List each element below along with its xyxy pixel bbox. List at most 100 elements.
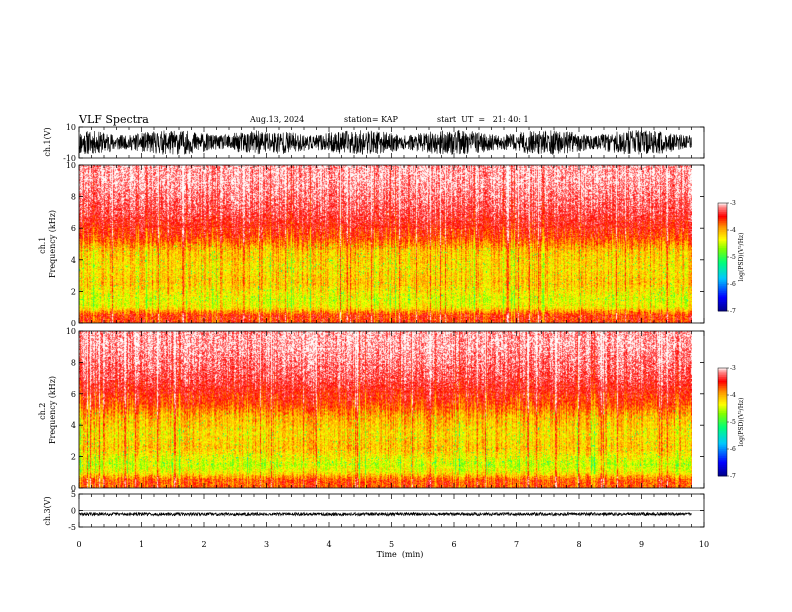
ch1-spectrogram-ytick-label: 10 [66, 161, 76, 170]
x-tick-label: 5 [389, 540, 394, 549]
ch1-colorbar-cell [718, 258, 727, 261]
ch1-spectrogram-ylabel-line1: ch.1 [38, 237, 47, 254]
ch2-colorbar-cell [718, 465, 727, 468]
ch1-colorbar-cell [718, 246, 727, 249]
ch1-colorbar-cell [718, 206, 727, 209]
ch2-colorbar-cell [718, 474, 727, 477]
ch2-colorbar-tick-label: -5 [730, 419, 736, 426]
ch2-colorbar-cell [718, 452, 727, 455]
date-label: Aug.13, 2024 [249, 115, 304, 124]
ch1-colorbar-tick-label: -6 [730, 281, 736, 288]
x-tick-label: 7 [514, 540, 519, 549]
ch1-colorbar-cell [718, 253, 727, 256]
ch1-colorbar-cell [718, 284, 727, 287]
ch2-colorbar-cell [718, 386, 727, 389]
ch1-colorbar-cell [718, 294, 727, 297]
ch2-colorbar-cell [718, 395, 727, 398]
x-tick-label: 4 [326, 540, 331, 549]
x-tick-label: 10 [699, 540, 709, 549]
ch2-colorbar-cell [718, 413, 727, 416]
ch2-spectrogram-ylabel: ch.2 Frequency (kHz) [38, 376, 57, 444]
ch2-colorbar: -3 -4 -5 -6 -7 log(PSD)(V²/Hz) [717, 365, 745, 480]
ch2-colorbar-cell [718, 368, 727, 371]
ch3-waveform-ytick-label: 5 [71, 490, 76, 499]
ch1-colorbar-cell [718, 260, 727, 263]
ch2-colorbar-tick-label: -6 [730, 446, 736, 453]
figure-title: VLF Spectra [78, 113, 149, 126]
ch3-waveform-ylabel: ch.3(V) [43, 496, 52, 525]
start-time-label: start UT = 21: 40: 1 [437, 115, 529, 124]
ch2-colorbar-cell [718, 427, 727, 430]
ch1-spectrogram-ytick-label: 0 [71, 319, 76, 328]
ch2-spectrogram-ytick-label: 0 [71, 484, 76, 493]
ch1-colorbar-cell [718, 224, 727, 227]
ch1-colorbar-cell [718, 242, 727, 245]
ch3-waveform-ytick-label: 0 [71, 507, 76, 516]
ch3-waveform-trace [78, 510, 704, 517]
ch1-colorbar-cell [718, 235, 727, 238]
ch2-colorbar-cell [718, 411, 727, 414]
ch2-colorbar-cell [718, 450, 727, 453]
ch1-spectrogram-panel: 0 2 4 6 8 10 ch.1 Frequency (kHz) -3 -4 -5 -6 -7 l… [38, 161, 745, 328]
ch1-colorbar-cell [718, 204, 727, 207]
ch2-colorbar-cell [718, 405, 727, 408]
ch2-colorbar-cell [718, 387, 727, 390]
ch2-colorbar-cell [718, 454, 727, 457]
ch1-waveform-line [78, 129, 692, 156]
ch2-colorbar-cell [718, 420, 727, 423]
ch2-colorbar-cell [718, 371, 727, 374]
station-label: station= KAP [344, 115, 399, 124]
ch2-colorbar-label: log(PSD)(V²/Hz) [738, 398, 745, 447]
ch2-colorbar-cell [718, 432, 727, 435]
ch1-colorbar-cell [718, 228, 727, 231]
ch1-colorbar-cell [718, 230, 727, 233]
ch1-colorbar-cell [718, 267, 727, 270]
ch1-waveform-trace [78, 129, 692, 156]
ch1-colorbar-label: log(PSD)(V²/Hz) [738, 233, 745, 282]
ch2-colorbar-cell [718, 467, 727, 470]
ch2-colorbar-cell [718, 449, 727, 452]
ch3-waveform-ytick-label: -5 [68, 523, 76, 532]
ch1-colorbar-cell [718, 215, 727, 218]
ch1-colorbar-cell [718, 291, 727, 294]
ch1-spectrogram-ylabel-line2: Frequency (kHz) [48, 210, 57, 278]
ch2-spectrogram-image [79, 331, 692, 488]
ch2-colorbar-tick-label: -7 [730, 473, 736, 480]
x-axis-label: Time (min) [377, 550, 424, 559]
ch1-colorbar-cell [718, 217, 727, 220]
ch2-colorbar-cell [718, 423, 727, 426]
ch1-colorbar-cell [718, 276, 727, 279]
ch2-colorbar-cell [718, 425, 727, 428]
ch1-colorbar-cell [718, 298, 727, 301]
x-tick-label: 6 [451, 540, 456, 549]
ch2-colorbar-cell [718, 459, 727, 462]
ch1-colorbar-cell [718, 305, 727, 308]
ch1-colorbar-cell [718, 257, 727, 260]
ch1-colorbar-cell [718, 289, 727, 292]
ch1-spectrogram-ytick-label: 4 [71, 256, 76, 265]
ch1-colorbar-cell [718, 251, 727, 254]
ch2-spectrogram-ylabel-line1: ch.2 [38, 403, 47, 420]
ch1-spectrogram-image [79, 165, 692, 323]
ch2-colorbar-cell [718, 382, 727, 385]
ch1-colorbar-cell [718, 269, 727, 272]
ch1-colorbar-cell [718, 271, 727, 274]
ch2-colorbar-cell [718, 472, 727, 475]
ch2-colorbar-cell [718, 384, 727, 387]
ch2-colorbar-cell [718, 409, 727, 412]
x-tick-label: 2 [201, 540, 206, 549]
ch2-colorbar-cell [718, 418, 727, 421]
ch2-spectrogram-ytick-label: 2 [71, 453, 76, 462]
ch1-colorbar-cell [718, 219, 727, 222]
x-tick-label: 1 [139, 540, 144, 549]
ch2-colorbar-cell [718, 443, 727, 446]
ch1-waveform-ytick-label: 10 [66, 123, 76, 132]
ch2-colorbar-cell [718, 458, 727, 461]
ch2-colorbar-cell [718, 400, 727, 403]
ch2-colorbar-cell [718, 436, 727, 439]
ch1-colorbar-cell [718, 282, 727, 285]
ch3-waveform-line [78, 511, 692, 517]
ch1-colorbar-cell [718, 285, 727, 288]
ch1-colorbar-cell [718, 226, 727, 229]
ch1-colorbar-cell [718, 231, 727, 234]
